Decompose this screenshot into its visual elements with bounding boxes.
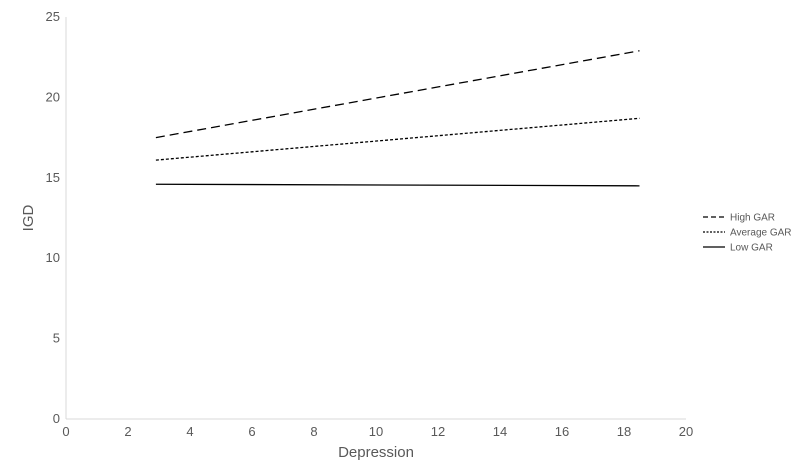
series-line [155, 117, 640, 161]
series-line [155, 183, 640, 187]
x-tick-label: 0 [62, 424, 69, 439]
legend-label: Low GAR [730, 243, 773, 254]
y-tick-label: 20 [46, 89, 60, 104]
x-tick-label: 14 [493, 424, 507, 439]
legend-label: High GAR [730, 213, 775, 224]
x-tick-label: 12 [431, 424, 445, 439]
y-tick-label: 10 [46, 250, 60, 265]
x-tick-labels: 0 2 4 6 8 10 12 14 16 18 20 [62, 424, 693, 439]
y-axis-title: IGD [20, 205, 37, 232]
x-tick-label: 10 [369, 424, 383, 439]
x-tick-label: 4 [186, 424, 193, 439]
axes [65, 17, 686, 420]
series-line [155, 50, 640, 139]
x-tick-label: 16 [555, 424, 569, 439]
y-tick-label: 0 [53, 411, 60, 426]
y-tick-label: 25 [46, 9, 60, 24]
legend-label: Average GAR [730, 228, 792, 239]
x-tick-label: 18 [617, 424, 631, 439]
x-tick-label: 6 [248, 424, 255, 439]
legend: High GAR Average GAR Low GAR [703, 213, 792, 254]
x-tick-label: 20 [679, 424, 693, 439]
x-axis-title: Depression [338, 444, 414, 461]
y-tick-labels: 0 5 10 15 20 25 [46, 9, 60, 426]
series-lines [155, 50, 640, 187]
y-tick-label: 15 [46, 170, 60, 185]
x-tick-label: 2 [124, 424, 131, 439]
x-tick-label: 8 [310, 424, 317, 439]
y-tick-label: 5 [53, 331, 60, 346]
